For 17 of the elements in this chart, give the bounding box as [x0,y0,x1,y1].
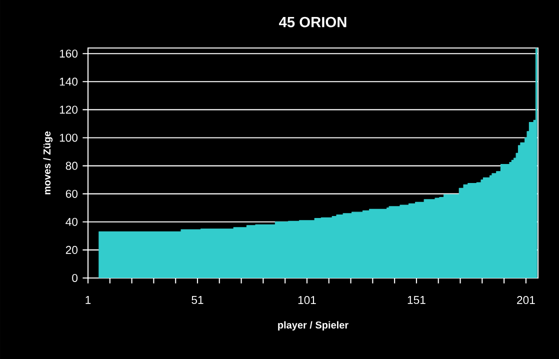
x-axis-title: player / Spieler [278,321,348,331]
y-tick-label: 100 [60,134,78,142]
chart-title: 45 ORION [279,16,346,28]
y-tick-label: 0 [72,274,78,282]
y-tick-label: 160 [60,50,78,58]
x-tick-label: 51 [192,296,204,304]
y-axis-title: moves / Züge [43,131,53,194]
y-tick-label: 60 [66,190,78,198]
x-tick-label: 1 [86,296,91,304]
y-tick-label: 140 [60,78,78,86]
y-tick-label: 20 [66,246,78,254]
x-tick-label: 101 [298,296,316,304]
y-tick-label: 40 [66,218,78,226]
y-tick-label: 120 [60,106,78,114]
y-tick-label: 80 [66,162,78,170]
x-tick-label: 151 [408,296,426,304]
x-tick-label: 201 [517,296,535,304]
